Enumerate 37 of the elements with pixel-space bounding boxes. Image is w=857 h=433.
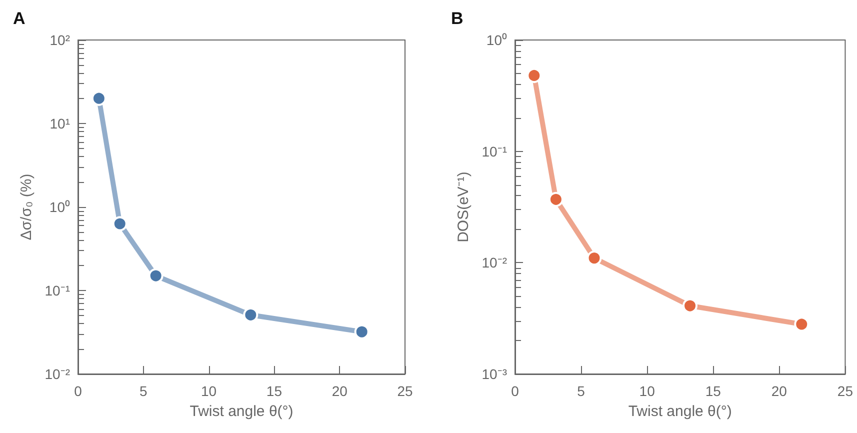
x-tick-label: 10 [639, 383, 656, 399]
point [148, 268, 164, 284]
x-tick-label: 15 [266, 383, 282, 399]
x-tick-label: 25 [837, 383, 854, 399]
y-tick-label: 10⁻¹ [482, 143, 508, 160]
point [682, 298, 698, 314]
x-tick-label: 20 [332, 383, 348, 399]
y-tick-label: 10⁻² [482, 254, 508, 271]
point [586, 250, 602, 266]
y-tick-label: 10⁰ [486, 32, 507, 48]
point [794, 316, 810, 332]
x-tick-label: 5 [140, 383, 148, 399]
y-tick-label: 10⁻² [44, 366, 70, 382]
x-tick-label: 25 [397, 383, 413, 399]
point [354, 324, 370, 340]
point [91, 90, 106, 106]
x-tick-label: 15 [705, 383, 722, 399]
y-tick-label: 10¹ [50, 116, 70, 132]
x-tick-label: 5 [577, 383, 586, 399]
x-tick-label: 0 [74, 383, 82, 399]
x-tick-label: 20 [771, 383, 788, 399]
y-axis-title: DOS(eV⁻¹) [454, 172, 472, 242]
chart-title: A [13, 9, 26, 28]
point [112, 216, 128, 232]
x-tick-label: 10 [201, 383, 217, 399]
x-axis-title: Twist angle θ(°) [628, 403, 732, 420]
chart-title: B [451, 9, 464, 28]
point [526, 68, 542, 83]
y-axis-title: Δσ/σ₀ (%) [18, 174, 35, 240]
y-tick-label: 10⁻³ [482, 366, 508, 382]
x-tick-label: 0 [511, 383, 520, 399]
point [548, 192, 564, 207]
point [243, 307, 258, 322]
y-tick-label: 10² [50, 32, 70, 48]
y-tick-label: 10⁰ [49, 199, 70, 215]
x-axis-title: Twist angle θ(°) [190, 403, 294, 420]
y-tick-label: 10⁻¹ [44, 282, 70, 298]
